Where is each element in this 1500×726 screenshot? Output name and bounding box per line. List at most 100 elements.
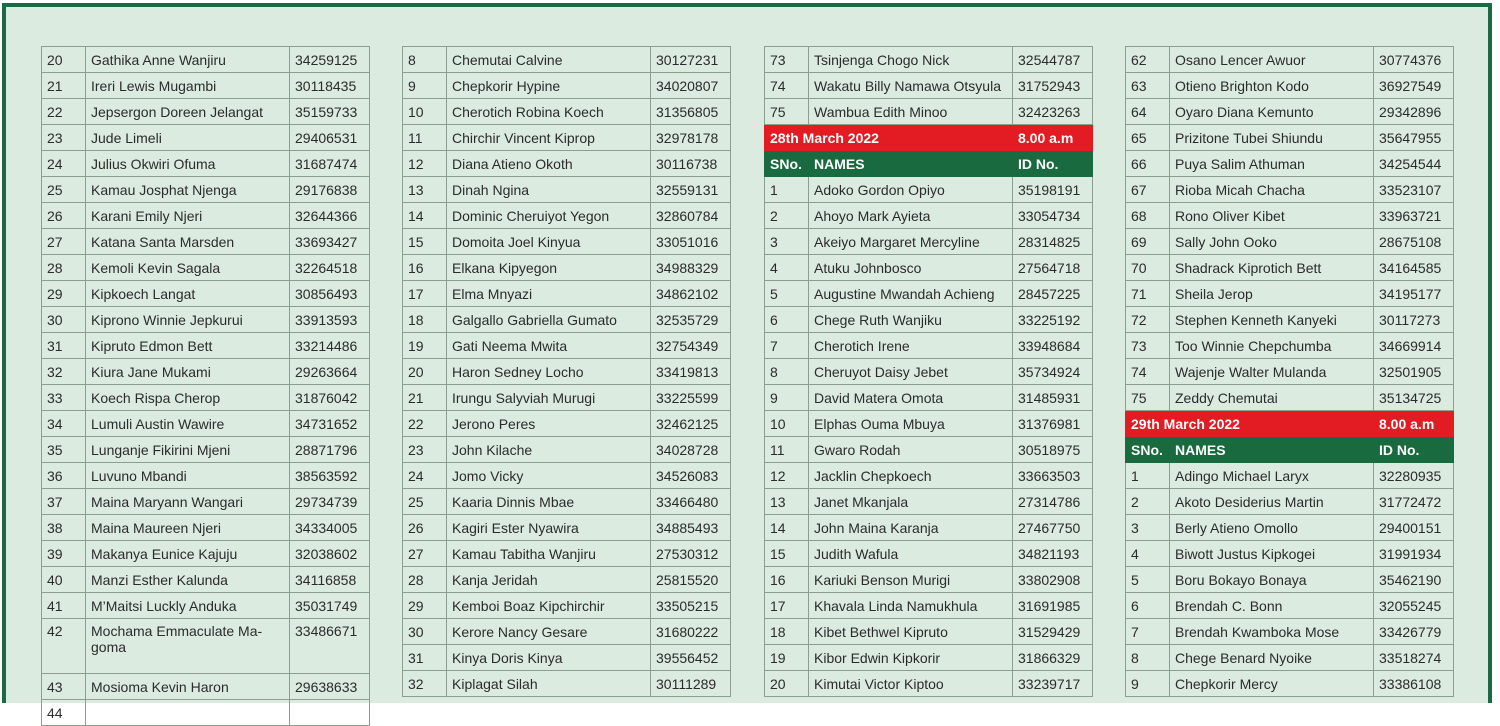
name-cell: Kariuki Benson Murigi <box>808 566 1013 593</box>
id-number: 27314786 <box>1012 488 1093 515</box>
id-number: 34028728 <box>650 436 731 463</box>
id-number: 31687474 <box>289 150 370 177</box>
id-number: 32055245 <box>1373 592 1454 619</box>
id-number: 30118435 <box>289 72 370 99</box>
column-header-sno: SNo. <box>764 150 809 177</box>
name-cell: Chepkorir Mercy <box>1169 670 1374 697</box>
serial-number: 74 <box>764 72 809 99</box>
id-number: 30116738 <box>650 150 731 177</box>
serial-number: 9 <box>764 384 809 411</box>
name-cell: Ireri Lewis Mugambi <box>85 72 290 99</box>
serial-number: 21 <box>41 72 86 99</box>
table-row: 63 Otieno Brighton Kodo 36927549 <box>1125 72 1454 99</box>
id-number: 32038602 <box>289 540 370 567</box>
serial-number: 15 <box>402 228 447 255</box>
serial-number: 10 <box>764 410 809 437</box>
serial-number: 68 <box>1125 202 1170 229</box>
table-row: 43 Mosioma Kevin Haron 29638633 <box>41 673 370 700</box>
id-number: 39556452 <box>650 644 731 671</box>
name-cell: Rioba Micah Chacha <box>1169 176 1374 203</box>
serial-number: 2 <box>764 202 809 229</box>
name-cell: David Matera Omota <box>808 384 1013 411</box>
name-cell: Tsinjenga Chogo Nick <box>808 46 1013 73</box>
serial-number: 15 <box>764 540 809 567</box>
id-number: 30117273 <box>1373 306 1454 333</box>
table-row: 68 Rono Oliver Kibet 33963721 <box>1125 202 1454 229</box>
id-number: 35198191 <box>1012 176 1093 203</box>
id-number: 33486671 <box>289 618 370 674</box>
serial-number: 42 <box>41 618 86 674</box>
serial-number: 65 <box>1125 124 1170 151</box>
id-number: 33426779 <box>1373 618 1454 645</box>
serial-number: 73 <box>764 46 809 73</box>
name-cell: Kipruto Edmon Bett <box>85 332 290 359</box>
id-number: 34020807 <box>650 72 731 99</box>
serial-number: 30 <box>402 618 447 645</box>
serial-number: 24 <box>402 462 447 489</box>
name-cell: Wambua Edith Minoo <box>808 98 1013 125</box>
name-cell: Katana Santa Marsden <box>85 228 290 255</box>
name-cell: Biwott Justus Kipkogei <box>1169 540 1374 567</box>
id-number: 34731652 <box>289 410 370 437</box>
table-row: 35 Lunganje Fikirini Mjeni 28871796 <box>41 436 370 463</box>
serial-number: 12 <box>764 462 809 489</box>
id-number: 33802908 <box>1012 566 1093 593</box>
name-cell: Chepkorir Hypine <box>446 72 651 99</box>
table-row: 30 Kiprono Winnie Jepkurui 33913593 <box>41 306 370 333</box>
name-cell: Kimutai Victor Kiptoo <box>808 670 1013 697</box>
name-cell: Maina Maryann Wangari <box>85 488 290 515</box>
name-cell: Kemoli Kevin Sagala <box>85 254 290 281</box>
name-cell: Puya Salim Athuman <box>1169 150 1374 177</box>
serial-number: 16 <box>764 566 809 593</box>
name-cell: Otieno Brighton Kodo <box>1169 72 1374 99</box>
id-number: 35647955 <box>1373 124 1454 151</box>
serial-number: 72 <box>1125 306 1170 333</box>
serial-number: 5 <box>764 280 809 307</box>
id-number: 35159733 <box>289 98 370 125</box>
name-cell: Osano Lencer Awuor <box>1169 46 1374 73</box>
table-row: 8 Chege Benard Nyoike 33518274 <box>1125 644 1454 671</box>
serial-number: 73 <box>1125 332 1170 359</box>
id-number: 31485931 <box>1012 384 1093 411</box>
serial-number: 9 <box>1125 670 1170 697</box>
name-cell: Chirchir Vincent Kiprop <box>446 124 651 151</box>
serial-number: 7 <box>764 332 809 359</box>
table-row: 15 Judith Wafula 34821193 <box>764 540 1093 567</box>
serial-number: 36 <box>41 462 86 489</box>
id-number: 35031749 <box>289 592 370 619</box>
table-row: 39 Makanya Eunice Kajuju 32038602 <box>41 540 370 567</box>
name-cell: Too Winnie Chepchumba <box>1169 332 1374 359</box>
name-cell: Lunganje Fikirini Mjeni <box>85 436 290 463</box>
id-number: 32280935 <box>1373 462 1454 489</box>
serial-number: 1 <box>764 176 809 203</box>
serial-number: 8 <box>764 358 809 385</box>
name-cell: Kagiri Ester Nyawira <box>446 514 651 541</box>
serial-number: 12 <box>402 150 447 177</box>
serial-number: 11 <box>402 124 447 151</box>
name-cell: Haron Sedney Locho <box>446 358 651 385</box>
id-number: 34116858 <box>289 566 370 593</box>
name-cell: Jomo Vicky <box>446 462 651 489</box>
column-header-name: NAMES <box>808 150 1013 177</box>
name-cell: Gathika Anne Wanjiru <box>85 46 290 73</box>
serial-number: 23 <box>41 124 86 151</box>
column-header-id: ID No. <box>1373 436 1454 463</box>
table-row: 1 Adingo Michael Laryx 32280935 <box>1125 462 1454 489</box>
table-row: 10 Cherotich Robina Koech 31356805 <box>402 98 731 125</box>
table-row: 69 Sally John Ooko 28675108 <box>1125 228 1454 255</box>
table-row: 18 Kibet Bethwel Kipruto 31529429 <box>764 618 1093 645</box>
table-row: 31 Kinya Doris Kinya 39556452 <box>402 644 731 671</box>
id-number: 31866329 <box>1012 644 1093 671</box>
name-cell: Chege Benard Nyoike <box>1169 644 1374 671</box>
table-row: 24 Julius Okwiri Ofuma 31687474 <box>41 150 370 177</box>
name-cell: Domoita Joel Kinyua <box>446 228 651 255</box>
serial-number: 4 <box>764 254 809 281</box>
id-number: 28871796 <box>289 436 370 463</box>
serial-number: 20 <box>402 358 447 385</box>
serial-number: 64 <box>1125 98 1170 125</box>
serial-number: 16 <box>402 254 447 281</box>
id-number: 30518975 <box>1012 436 1093 463</box>
serial-number: 3 <box>764 228 809 255</box>
serial-number: 24 <box>41 150 86 177</box>
table-row: 75 Zeddy Chemutai 35134725 <box>1125 384 1454 411</box>
